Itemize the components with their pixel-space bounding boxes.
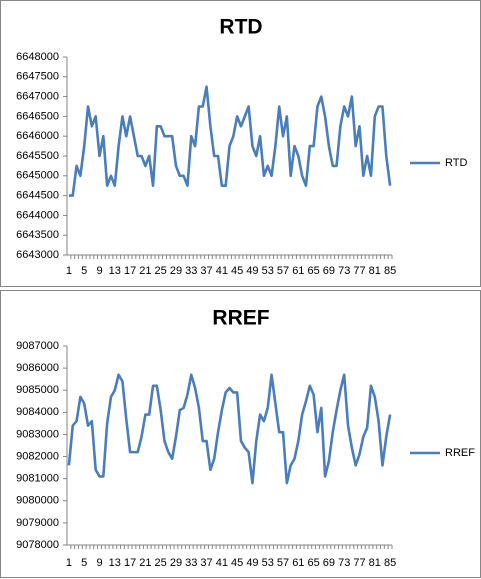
x-tick-label: 65 xyxy=(307,557,319,569)
y-tick-label: 6645000 xyxy=(16,170,59,182)
x-tick-label: 53 xyxy=(262,265,274,277)
y-tick-label: 9079000 xyxy=(16,517,59,529)
y-tick-label: 6643000 xyxy=(16,249,59,261)
legend-label: RREF xyxy=(445,447,475,459)
x-tick-label: 61 xyxy=(292,265,304,277)
x-tick-label: 9 xyxy=(96,557,102,569)
y-tick-label: 9082000 xyxy=(16,450,59,462)
x-tick-label: 29 xyxy=(170,265,182,277)
x-tick-label: 1 xyxy=(66,265,72,277)
x-tick-label: 37 xyxy=(200,557,212,569)
data-line xyxy=(68,85,392,197)
x-tick-label: 61 xyxy=(292,557,304,569)
y-tick-label: 6647500 xyxy=(16,71,59,83)
y-tick-label: 6644500 xyxy=(16,190,59,202)
x-tick-label: 77 xyxy=(353,557,365,569)
x-tick-label: 25 xyxy=(155,557,167,569)
y-tick-label: 9080000 xyxy=(16,495,59,507)
x-tick-label: 33 xyxy=(185,557,197,569)
x-tick-label: 81 xyxy=(369,557,381,569)
y-tick-label: 9083000 xyxy=(16,428,59,440)
x-tick-label: 53 xyxy=(262,557,274,569)
x-tick-label: 37 xyxy=(200,265,212,277)
y-tick-label: 9085000 xyxy=(16,384,59,396)
x-tick-label: 33 xyxy=(185,265,197,277)
x-tick-label: 77 xyxy=(353,265,365,277)
x-tick-label: 73 xyxy=(338,557,350,569)
x-tick-label: 5 xyxy=(81,557,87,569)
x-tick-label: 25 xyxy=(155,265,167,277)
x-tick-label: 73 xyxy=(338,265,350,277)
data-line xyxy=(67,373,392,485)
x-tick-label: 57 xyxy=(277,557,289,569)
y-tick-label: 9086000 xyxy=(16,362,59,374)
x-tick-label: 41 xyxy=(216,265,228,277)
x-tick-label: 17 xyxy=(124,265,136,277)
y-tick-label: 6645500 xyxy=(16,150,59,162)
x-tick-label: 85 xyxy=(384,265,396,277)
y-tick-label: 6643500 xyxy=(16,229,59,241)
x-tick-label: 81 xyxy=(369,265,381,277)
x-tick-label: 21 xyxy=(139,557,151,569)
x-tick-label: 49 xyxy=(246,265,258,277)
y-tick-label: 9081000 xyxy=(16,473,59,485)
x-tick-label: 9 xyxy=(96,265,102,277)
x-tick-label: 1 xyxy=(66,557,72,569)
x-tick-label: 45 xyxy=(231,265,243,277)
y-tick-label: 6646000 xyxy=(16,130,59,142)
x-tick-label: 13 xyxy=(109,557,121,569)
chart-frame xyxy=(0,0,481,287)
y-tick-label: 6648000 xyxy=(16,51,59,63)
x-tick-label: 45 xyxy=(231,557,243,569)
x-tick-label: 69 xyxy=(323,557,335,569)
y-tick-label: 6646500 xyxy=(16,110,59,122)
x-tick-label: 17 xyxy=(124,557,136,569)
x-tick-label: 13 xyxy=(109,265,121,277)
legend-label: RTD xyxy=(445,157,467,169)
y-tick-label: 6647000 xyxy=(16,91,59,103)
y-tick-label: 9084000 xyxy=(16,406,59,418)
x-tick-label: 65 xyxy=(307,265,319,277)
x-tick-label: 57 xyxy=(277,265,289,277)
x-tick-label: 29 xyxy=(170,557,182,569)
x-tick-label: 69 xyxy=(323,265,335,277)
y-tick-label: 9087000 xyxy=(16,340,59,352)
x-tick-label: 49 xyxy=(246,557,258,569)
y-tick-label: 6644000 xyxy=(16,209,59,221)
x-tick-label: 41 xyxy=(216,557,228,569)
chart-title: RTD xyxy=(219,16,262,39)
y-tick-label: 9078000 xyxy=(16,539,59,551)
x-tick-label: 21 xyxy=(139,265,151,277)
x-tick-label: 85 xyxy=(384,557,396,569)
chart-title: RREF xyxy=(212,307,269,330)
x-tick-label: 5 xyxy=(81,265,87,277)
